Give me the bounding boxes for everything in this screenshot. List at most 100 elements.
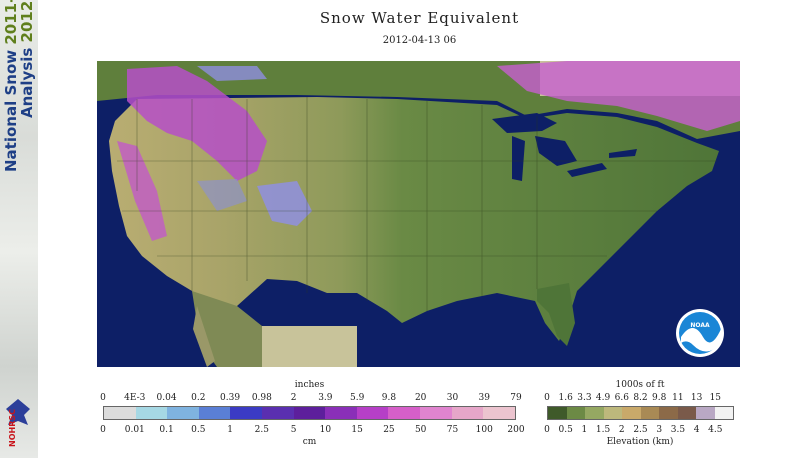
snow-cover-colorado [257, 181, 312, 226]
elev-bottom-tick-label: 2.5 [633, 425, 648, 435]
elev-color-swatch [622, 407, 641, 419]
elev-bottom-tick-label: 1 [581, 425, 588, 435]
sidebar: National Snow 2011- Analysis 2012 NOHRSC [0, 0, 38, 458]
swe-color-swatch [167, 407, 199, 419]
elev-top-tick-label: 0 [544, 393, 550, 403]
snow-cover-northeast [497, 61, 740, 131]
swe-color-swatch [104, 407, 136, 419]
swe-bottom-tick-label: 75 [446, 425, 459, 435]
elev-bottom-tick-label: 0 [544, 425, 550, 435]
elev-color-swatch [659, 407, 678, 419]
elev-bottom-tick-label: 1.5 [595, 425, 611, 435]
map-title: Snow Water Equivalent [319, 9, 520, 27]
outside-analysis-area [262, 326, 357, 367]
elevation-legend-bottom-unit: Elevation (km) [606, 437, 674, 447]
elev-color-swatch [566, 407, 585, 419]
state-borders [117, 97, 717, 311]
swe-legend-top-unit: inches [294, 380, 325, 390]
swe-top-tick-label: 0.2 [191, 393, 206, 403]
elev-bottom-tick-label: 4 [693, 425, 700, 435]
florida [537, 283, 575, 346]
elev-color-swatch [714, 407, 733, 419]
swe-top-ticks: 0 4E-3 0.04 0.2 0.39 0.98 2 3.9 5.9 9.8 20 30 39 79 [100, 393, 522, 405]
swe-color-swatch [262, 407, 294, 419]
elev-top-tick-label: 1.6 [558, 393, 573, 403]
swe-legend: inches 0 4E-3 0.04 0.2 0.39 0.98 2 3.9 5.9 9.8 20 3… [97, 380, 524, 458]
swe-color-swatch [420, 407, 452, 419]
swe-top-tick-label: 79 [510, 393, 522, 403]
elev-color-swatch [585, 407, 604, 419]
swe-top-tick-label: 3.9 [318, 393, 333, 403]
swe-bottom-tick-label: 0.1 [159, 425, 174, 435]
snow-cover-northwest [127, 66, 267, 181]
nohrsc-logo: NOHRSC [6, 399, 30, 447]
elev-color-swatch [603, 407, 622, 419]
elev-top-tick-label: 8.2 [633, 393, 648, 403]
swe-top-tick-label: 0.98 [251, 393, 272, 403]
elev-color-swatch [640, 407, 659, 419]
swe-bottom-tick-label: 5 [290, 425, 297, 435]
swe-bottom-tick-label: 200 [507, 425, 525, 435]
swe-color-swatch [388, 407, 421, 419]
swe-top-tick-label: 4E-3 [124, 393, 146, 403]
elev-top-tick-label: 9.8 [652, 393, 667, 403]
swe-color-swatch [483, 407, 515, 419]
swe-bottom-tick-label: 50 [414, 425, 427, 435]
swe-legend-bottom-unit: cm [302, 437, 317, 447]
elev-top-tick-label: 15 [709, 393, 722, 403]
swe-bottom-ticks: 0 0.01 0.1 0.5 1 2.5 5 10 15 25 50 75 100 200 [100, 425, 524, 437]
elev-top-tick-label: 4.9 [595, 393, 611, 403]
swe-bottom-tick-label: 2.5 [254, 425, 270, 435]
elev-color-swatch [548, 407, 567, 419]
elev-bottom-tick-label: 3.5 [670, 425, 686, 435]
swe-color-swatch [198, 407, 231, 419]
swe-top-tick-label: 9.8 [381, 393, 397, 403]
swe-top-tick-label: 39 [478, 393, 490, 403]
snow-map: NOAA [97, 61, 740, 367]
elev-top-tick-label: 3.3 [577, 393, 592, 403]
lake-huron [535, 136, 577, 166]
snow-cover-sierra [117, 141, 167, 241]
map-timestamp: 2012-04-13 06 [382, 35, 457, 46]
swe-top-tick-label: 20 [414, 393, 427, 403]
swe-top-tick-label: 0.39 [220, 393, 241, 403]
elev-bottom-tick-label: 4.5 [708, 425, 723, 435]
swe-color-swatch [135, 407, 168, 419]
swe-color-swatch [230, 407, 263, 419]
lake-michigan [512, 136, 525, 181]
lake-superior [492, 113, 557, 133]
noaa-logo: NOAA [676, 309, 724, 357]
swe-bottom-tick-label: 0 [100, 425, 106, 435]
lake-erie [567, 163, 607, 177]
swe-bottom-tick-label: 100 [475, 425, 493, 435]
swe-bottom-tick-label: 15 [351, 425, 363, 435]
swe-top-tick-label: 0 [100, 393, 106, 403]
elev-color-swatch [696, 407, 715, 419]
swe-color-swatch [356, 407, 389, 419]
swe-top-tick-label: 5.9 [349, 393, 365, 403]
swe-bottom-tick-label: 0.01 [124, 425, 145, 435]
elev-bottom-tick-label: 2 [618, 425, 625, 435]
swe-bottom-tick-label: 25 [383, 425, 395, 435]
swe-color-bar [103, 406, 516, 420]
elev-top-tick-label: 13 [690, 393, 703, 403]
swe-color-swatch [451, 407, 484, 419]
svg-text:NOAA: NOAA [690, 322, 710, 329]
swe-top-tick-label: 0.04 [156, 393, 177, 403]
elev-bottom-tick-label: 3 [656, 425, 663, 435]
lake-ontario [609, 149, 637, 158]
swe-bottom-tick-label: 0.5 [191, 425, 206, 435]
elevation-bottom-ticks: 0 0.5 1 1.5 2 2.5 3 3.5 4 4.5 [544, 425, 734, 437]
elev-bottom-tick-label: 0.5 [558, 425, 573, 435]
elev-top-tick-label: 6.6 [614, 393, 629, 403]
elev-color-swatch [677, 407, 696, 419]
snow-map-graphic: NOAA [97, 61, 740, 367]
swe-color-swatch [293, 407, 326, 419]
swe-bottom-tick-label: 1 [227, 425, 233, 435]
elev-top-tick-label: 11 [672, 393, 684, 403]
swe-bottom-tick-label: 10 [319, 425, 332, 435]
swe-top-tick-label: 2 [290, 393, 297, 403]
swe-top-tick-label: 30 [446, 393, 459, 403]
svg-text:NOHRSC: NOHRSC [8, 409, 17, 447]
